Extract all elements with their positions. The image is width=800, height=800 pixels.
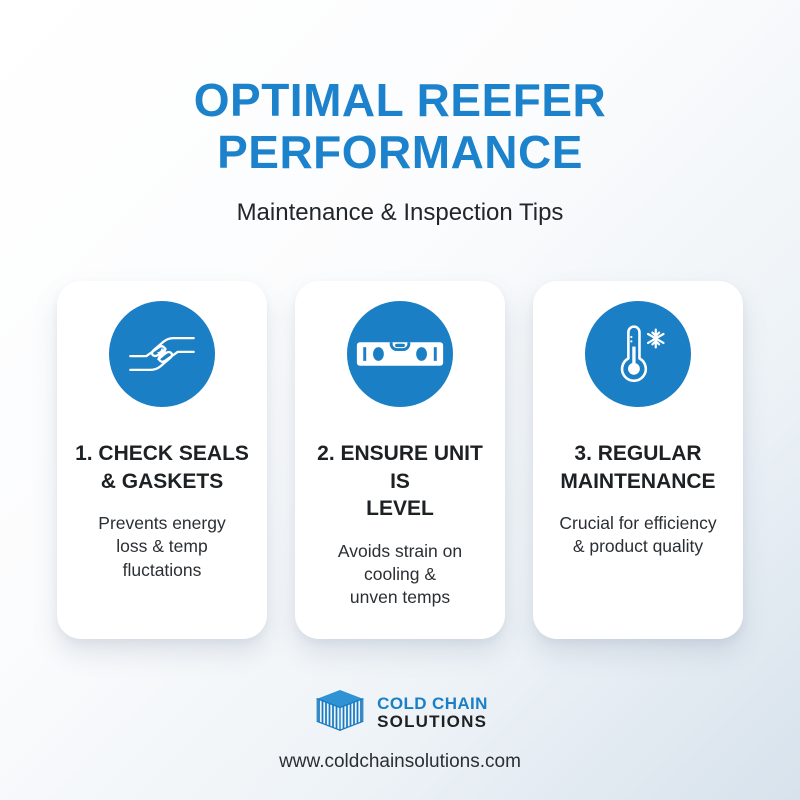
brand-name: COLD CHAIN SOLUTIONS — [377, 693, 488, 732]
icon-circle — [109, 300, 215, 407]
website-url: www.coldchainsolutions.com — [279, 750, 521, 772]
card-title: 1. CHECK SEALS & GASKETS — [75, 441, 249, 493]
card-title: 3. REGULAR MAINTENANCE — [560, 441, 716, 493]
thermometer-snowflake-icon — [601, 317, 675, 391]
tip-card-unit-level: 2. ENSURE UNIT IS LEVEL Avoids strain on… — [295, 280, 505, 639]
icon-circle — [585, 300, 691, 407]
footer: COLD CHAIN SOLUTIONS www.coldchainsoluti… — [0, 687, 800, 773]
spirit-level-icon — [351, 305, 449, 403]
page-title: OPTIMAL REEFER PERFORMANCE — [193, 74, 607, 179]
tip-card-check-seals: 1. CHECK SEALS & GASKETS Prevents energy… — [57, 280, 267, 639]
helping-hands-icon — [126, 318, 198, 390]
shipping-container-icon — [312, 687, 368, 740]
page-subtitle: Maintenance & Inspection Tips — [236, 198, 564, 226]
brand-name-line1: COLD CHAIN — [377, 693, 488, 713]
card-title: 2. ENSURE UNIT IS LEVEL — [317, 441, 483, 521]
tips-card-row: 1. CHECK SEALS & GASKETS Prevents energy… — [0, 280, 800, 639]
brand-name-line2: SOLUTIONS — [377, 712, 488, 732]
card-description: Prevents energy loss & temp fluctations — [98, 513, 226, 580]
tip-card-regular-maintenance: 3. REGULAR MAINTENANCE Crucial for effic… — [533, 280, 743, 639]
card-description: Crucial for efficiency & product quality — [559, 513, 717, 557]
icon-circle — [347, 300, 453, 407]
card-description: Avoids strain on cooling & unven temps — [337, 541, 463, 608]
brand-logo: COLD CHAIN SOLUTIONS — [312, 687, 488, 740]
header: OPTIMAL REEFER PERFORMANCE Maintenance &… — [0, 0, 800, 227]
